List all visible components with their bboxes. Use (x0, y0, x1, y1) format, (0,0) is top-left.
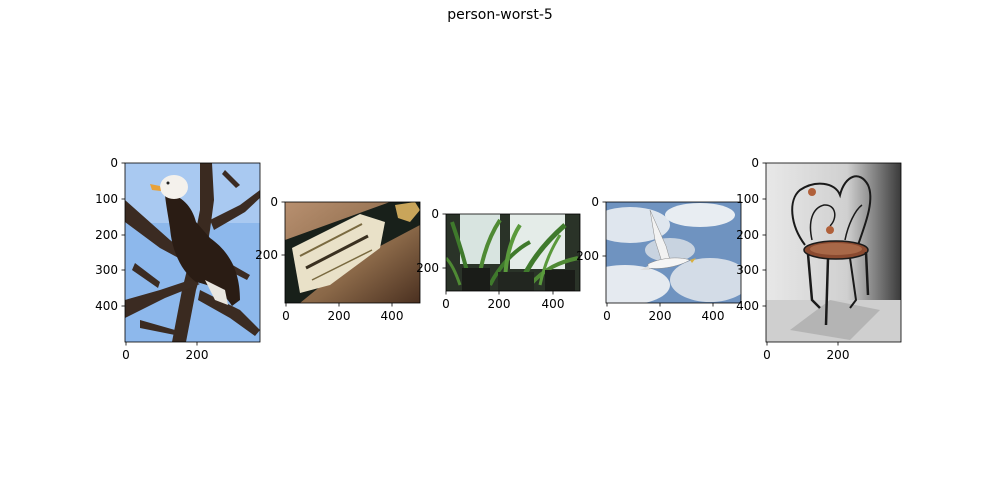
y-tick-label: 100 (736, 192, 759, 206)
x-tick-label: 200 (185, 348, 209, 362)
x-tick-label: 0 (282, 309, 290, 323)
y-tick-label: 400 (95, 299, 118, 313)
y-tick-label: 200 (736, 228, 759, 242)
x-tick-label: 200 (826, 348, 850, 362)
y-tick-label: 300 (736, 263, 759, 277)
x-tick-label: 0 (603, 309, 611, 323)
y-tick-label: 0 (431, 207, 439, 221)
x-tick-label: 400 (701, 309, 725, 323)
x-tick-label: 200 (648, 309, 672, 323)
y-tick-label: 200 (416, 261, 439, 275)
figure-title: person-worst-5 (447, 7, 553, 23)
y-tick-label: 0 (270, 195, 278, 209)
y-tick-label: 200 (255, 248, 278, 262)
x-tick-label: 200 (327, 309, 351, 323)
y-tick-label: 100 (95, 192, 118, 206)
x-tick-label: 200 (487, 297, 511, 311)
y-tick-label: 0 (591, 195, 599, 209)
y-tick-label: 200 (576, 249, 599, 263)
x-tick-label: 0 (763, 348, 771, 362)
x-tick-label: 0 (442, 297, 450, 311)
y-tick-label: 300 (95, 263, 118, 277)
x-tick-label: 400 (380, 309, 404, 323)
y-tick-label: 400 (736, 299, 759, 313)
x-tick-label: 0 (122, 348, 130, 362)
x-tick-label: 400 (541, 297, 565, 311)
y-tick-label: 200 (95, 228, 118, 242)
y-tick-label: 0 (751, 156, 759, 170)
y-tick-label: 0 (110, 156, 118, 170)
